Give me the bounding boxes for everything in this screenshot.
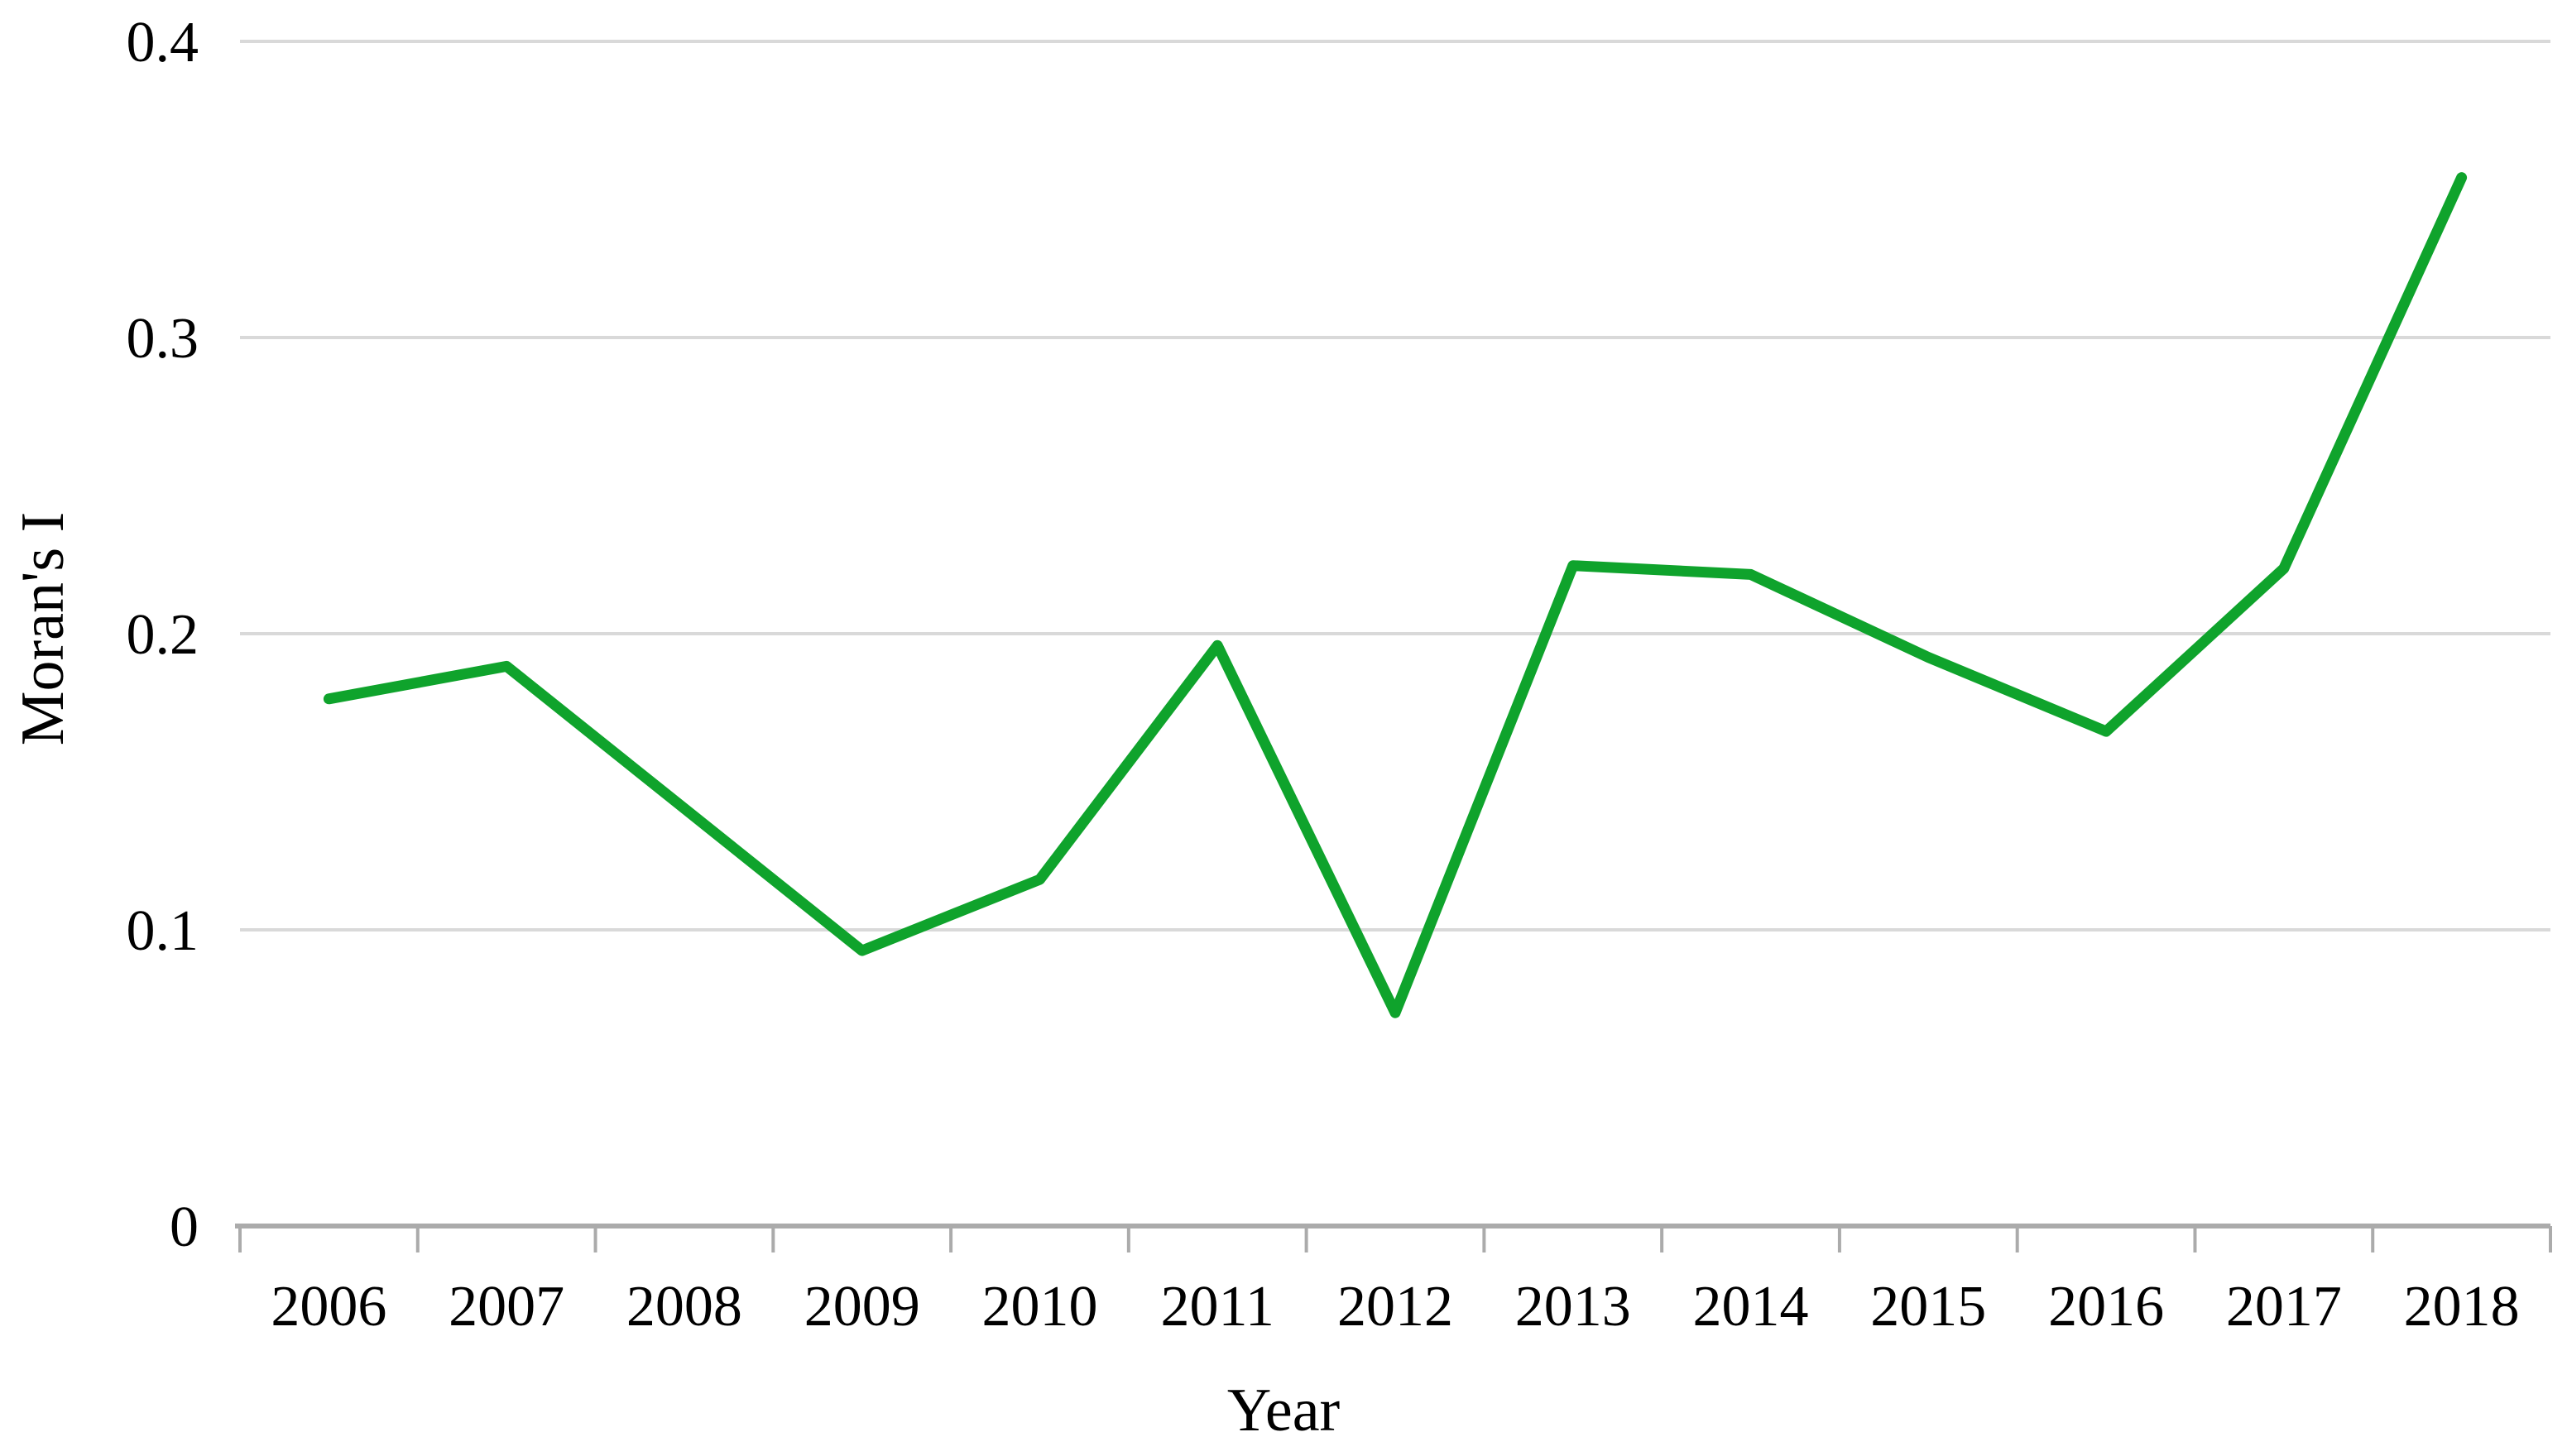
x-tick-label-2008: 2008 (626, 1275, 742, 1339)
x-tick-label-2010: 2010 (981, 1275, 1097, 1339)
x-tick-label-2011: 2011 (1161, 1275, 1274, 1339)
y-tick-label-0.3: 0.3 (127, 307, 199, 371)
x-tick-label-2013: 2013 (1515, 1275, 1631, 1339)
x-tick-label-2012: 2012 (1337, 1275, 1453, 1339)
x-tick-label-2018: 2018 (2404, 1275, 2520, 1339)
x-axis-title: Year (1226, 1377, 1341, 1444)
series-line-moran-s-i (323, 172, 2468, 1018)
x-tick-label-2009: 2009 (804, 1275, 920, 1339)
x-tick-label-2016: 2016 (2048, 1275, 2164, 1339)
x-tick-label-2014: 2014 (1693, 1275, 1809, 1339)
x-tick-label-2006: 2006 (271, 1275, 386, 1339)
y-tick-label-0.1: 0.1 (127, 899, 199, 963)
y-tick-label-0.4: 0.4 (127, 11, 199, 74)
x-tick-label-2007: 2007 (449, 1275, 564, 1339)
y-tick-label-0.2: 0.2 (127, 603, 199, 667)
x-tick-label-2015: 2015 (1870, 1275, 1986, 1339)
y-tick-label-0: 0 (170, 1195, 199, 1259)
x-tick-label-2017: 2017 (2226, 1275, 2342, 1339)
y-axis-title: Moran's I (9, 511, 77, 746)
